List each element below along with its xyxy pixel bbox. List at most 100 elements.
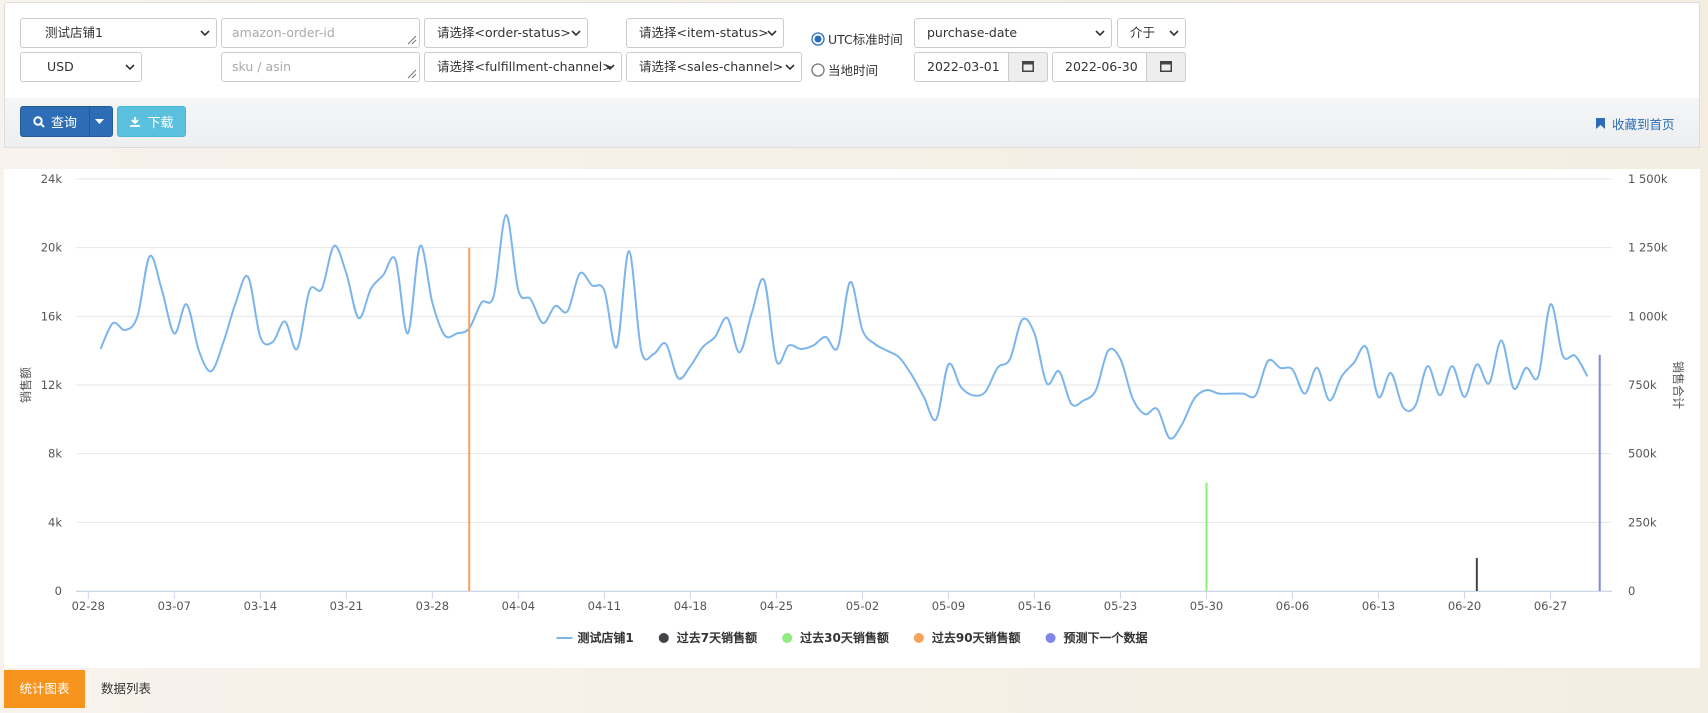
y-tick-label: 16k	[41, 309, 63, 323]
chart-panel: 0 4k 8k 12k 16k 20k 24k 0 250k 500k 750k 1 000k 1 25…	[4, 169, 1700, 668]
range-op-value: 介于	[1130, 25, 1156, 40]
y-tick-label: 20k	[41, 241, 63, 255]
x-tick-label: 04-18	[674, 599, 707, 613]
x-tick-label: 06-13	[1362, 599, 1395, 613]
x-tick-label: 03-07	[158, 599, 191, 613]
chevron	[125, 64, 135, 71]
y2-tick-label: 0	[1628, 584, 1635, 598]
spike-bar	[1598, 354, 1601, 591]
x-tick-label: 04-11	[588, 599, 621, 613]
x-tick-label: 05-09	[932, 599, 965, 613]
x-tick-label: 06-27	[1534, 599, 1567, 613]
order-status-select[interactable]: 请选择<order-status>	[424, 18, 588, 48]
legend-symbol	[658, 633, 669, 643]
order-status-value: 请选择<order-status>	[437, 25, 571, 40]
order-id-input[interactable]: amazon-order-id	[221, 18, 420, 48]
order-id-placeholder: amazon-order-id	[232, 25, 335, 40]
download-button[interactable]: 下载	[117, 106, 186, 137]
bookmark-link[interactable]: 收藏到首页	[1596, 114, 1675, 133]
y2-tick-label: 1 000k	[1628, 309, 1668, 323]
x-tick-label: 03-21	[330, 599, 363, 613]
chevron	[605, 64, 615, 71]
end-date-input[interactable]: 2022-06-30	[1052, 52, 1186, 82]
item-status-select[interactable]: 请选择<item-status>	[626, 18, 784, 48]
currency-select[interactable]: USD	[20, 52, 142, 82]
end-date-value: 2022-06-30	[1065, 59, 1138, 74]
legend-label: 预测下一个数据	[1064, 630, 1148, 645]
local-label: 当地时间	[828, 63, 879, 78]
local-radio[interactable]: 当地时间	[811, 60, 878, 79]
x-tick-label: 03-14	[244, 599, 277, 613]
x-tick-label: 06-20	[1448, 599, 1481, 613]
x-tick-label: 03-28	[416, 599, 449, 613]
y2-tick-label: 250k	[1628, 515, 1657, 529]
x-tick-label: 05-16	[1018, 599, 1051, 613]
chevron	[1169, 30, 1179, 37]
chevron	[767, 30, 777, 37]
spike-bar	[468, 247, 471, 591]
y2-tick-label: 1 250k	[1628, 241, 1668, 255]
search-icon	[33, 115, 45, 128]
legend-symbol	[1045, 633, 1056, 643]
query-button[interactable]: 查询	[20, 106, 113, 137]
fulfillment-select[interactable]: 请选择<fulfillment-channel>	[424, 52, 622, 82]
y-axis-title: 销售额	[18, 367, 33, 403]
radio-off	[811, 62, 825, 77]
utc-label: UTC标准时间	[828, 32, 903, 47]
resize-grip	[407, 69, 417, 79]
chevron	[571, 30, 581, 37]
sales-channel-value: 请选择<sales-channel>	[639, 59, 784, 74]
store-value: 测试店铺1	[45, 25, 103, 40]
x-tick-label: 05-30	[1190, 599, 1223, 613]
y-tick-label: 8k	[48, 447, 62, 461]
sku-placeholder: sku / asin	[232, 59, 292, 74]
calendar-icon	[1022, 61, 1034, 72]
y-tick-label: 4k	[48, 515, 62, 529]
bookmark-label: 收藏到首页	[1612, 117, 1675, 132]
y2-tick-label: 1 500k	[1628, 172, 1668, 186]
date-field-value: purchase-date	[927, 25, 1018, 40]
start-date-input[interactable]: 2022-03-01	[914, 52, 1048, 82]
sku-input[interactable]: sku / asin	[221, 52, 420, 82]
calendar-button[interactable]	[1146, 52, 1186, 82]
x-tick-label: 06-06	[1276, 599, 1309, 613]
action-bar	[4, 98, 1700, 148]
resize-grip	[407, 35, 417, 45]
sales-line	[99, 214, 1589, 440]
x-tick-label: 05-23	[1104, 599, 1137, 613]
legend-label: 过去30天销售额	[800, 630, 889, 645]
spike-bar	[1475, 558, 1478, 591]
sales-channel-select[interactable]: 请选择<sales-channel>	[626, 52, 802, 82]
x-tick-label: 04-25	[760, 599, 793, 613]
chart-tab[interactable]: 统计图表	[4, 670, 85, 708]
item-status-value: 请选择<item-status>	[639, 25, 769, 40]
calendar-icon	[1160, 61, 1172, 72]
x-tick-label: 02-28	[72, 599, 105, 613]
y-tick-label: 24k	[41, 172, 63, 186]
date-field-select[interactable]: purchase-date	[914, 18, 1112, 48]
legend: 测试店铺1 过去7天销售额 过去30天销售额 过去90天销售额 预测下一个数据	[556, 630, 1148, 645]
legend-symbol	[913, 633, 924, 643]
currency-value: USD	[47, 59, 74, 74]
spike-bar	[1205, 482, 1208, 591]
legend-symbol	[782, 633, 793, 643]
list-tab[interactable]: 数据列表	[100, 681, 151, 696]
store-select[interactable]: 测试店铺1	[20, 18, 217, 48]
y2-axis-title: 销售合计	[1671, 361, 1686, 409]
legend-label: 过去90天销售额	[932, 630, 1021, 645]
chart: 0 4k 8k 12k 16k 20k 24k 0 250k 500k 750k 1 000k 1 25…	[18, 172, 1686, 645]
utc-radio[interactable]: UTC标准时间	[811, 29, 903, 48]
download-icon	[130, 116, 141, 127]
radio-on	[811, 31, 825, 46]
calendar-button[interactable]	[1008, 52, 1048, 82]
y-tick-label: 0	[55, 584, 62, 598]
legend-label: 过去7天销售额	[677, 630, 757, 645]
caret	[95, 119, 104, 124]
chevron	[785, 64, 795, 71]
chevron	[200, 30, 210, 37]
fulfillment-value: 请选择<fulfillment-channel>	[437, 59, 613, 74]
legend-label: 测试店铺1	[577, 630, 633, 645]
range-op-select[interactable]: 介于	[1117, 18, 1186, 48]
x-tick-label: 05-02	[846, 599, 879, 613]
